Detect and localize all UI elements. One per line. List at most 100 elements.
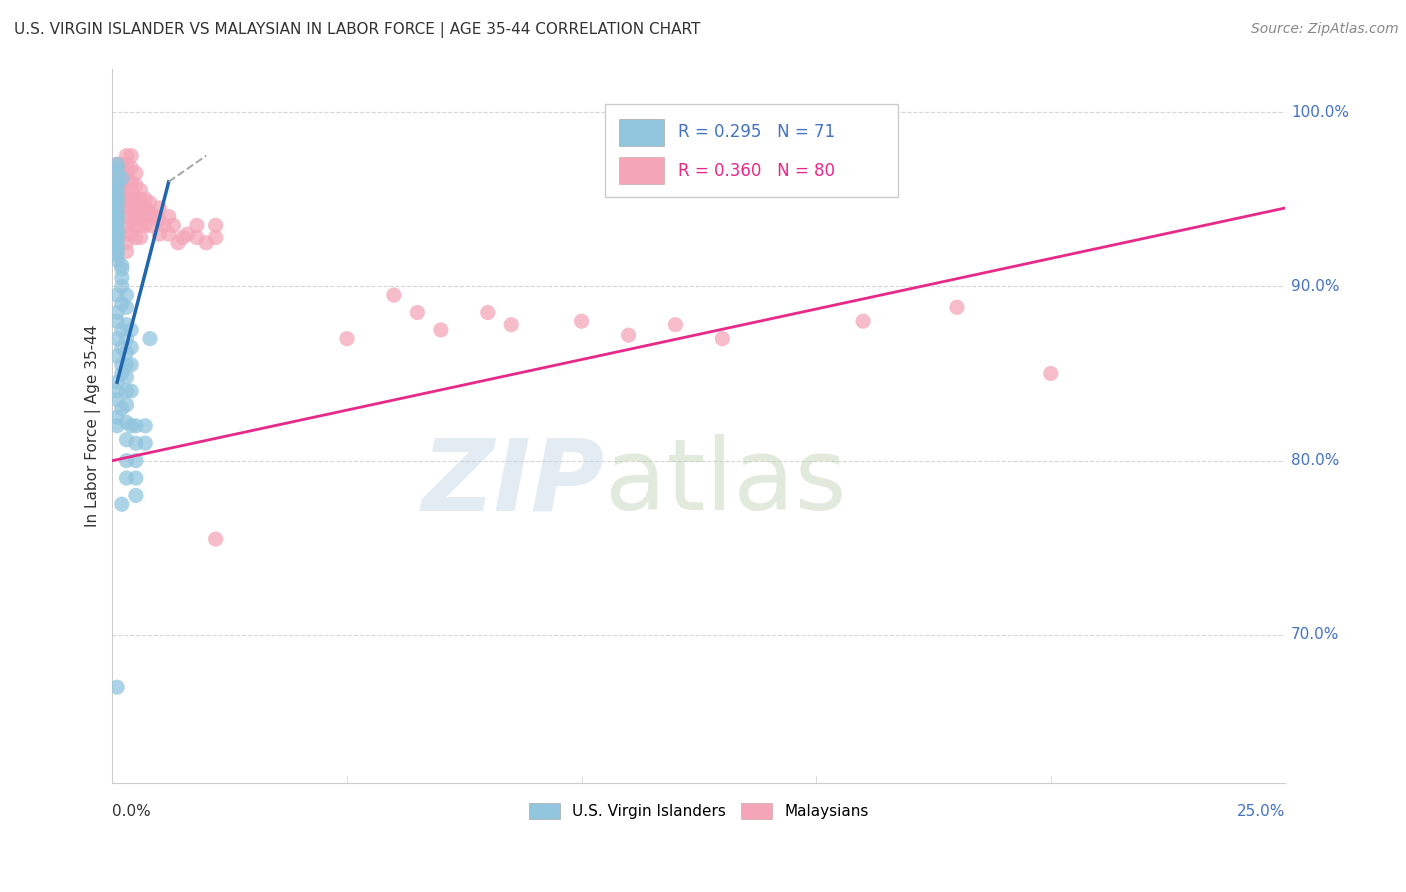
Point	[105, 248, 128, 262]
Point	[115, 244, 138, 259]
Point	[105, 375, 128, 389]
Point	[105, 213, 128, 227]
Point	[115, 157, 138, 171]
Point	[115, 453, 138, 467]
Text: R = 0.360   N = 80: R = 0.360 N = 80	[678, 161, 835, 179]
Point	[105, 253, 128, 268]
Point	[115, 201, 138, 215]
Point	[125, 201, 148, 215]
Point	[946, 300, 969, 314]
Point	[120, 213, 142, 227]
Point	[134, 201, 156, 215]
Point	[111, 192, 134, 206]
Point	[162, 219, 184, 233]
Text: 70.0%: 70.0%	[1291, 627, 1340, 642]
Point	[115, 184, 138, 198]
Point	[105, 210, 128, 224]
Point	[115, 149, 138, 163]
Point	[111, 166, 134, 180]
Point	[115, 300, 138, 314]
FancyBboxPatch shape	[605, 104, 898, 197]
Point	[111, 279, 134, 293]
Point	[105, 161, 128, 175]
Point	[129, 210, 152, 224]
Point	[157, 227, 180, 241]
Point	[148, 227, 170, 241]
Point	[115, 415, 138, 429]
Point	[105, 230, 128, 244]
Point	[120, 227, 142, 241]
Point	[115, 398, 138, 412]
Point	[120, 201, 142, 215]
Point	[105, 201, 128, 215]
Point	[105, 305, 128, 319]
Point	[129, 201, 152, 215]
Point	[115, 227, 138, 241]
Point	[111, 340, 134, 354]
Point	[125, 210, 148, 224]
Point	[115, 345, 138, 359]
Point	[143, 210, 166, 224]
Point	[153, 219, 176, 233]
Point	[120, 323, 142, 337]
Point	[105, 418, 128, 433]
Point	[115, 384, 138, 398]
Point	[120, 384, 142, 398]
Point	[105, 244, 128, 259]
Point	[120, 418, 142, 433]
Point	[125, 471, 148, 485]
Point	[406, 305, 429, 319]
Point	[204, 532, 226, 546]
Point	[125, 488, 148, 502]
Point	[176, 227, 198, 241]
Point	[172, 230, 194, 244]
Point	[501, 318, 523, 332]
Point	[120, 358, 142, 372]
Point	[120, 192, 142, 206]
Point	[125, 418, 148, 433]
Point	[125, 192, 148, 206]
Legend: U.S. Virgin Islanders, Malaysians: U.S. Virgin Islanders, Malaysians	[523, 797, 875, 825]
Point	[105, 241, 128, 255]
Point	[477, 305, 499, 319]
Point	[115, 235, 138, 250]
Point	[105, 392, 128, 407]
Point	[430, 323, 453, 337]
Point	[111, 401, 134, 416]
Point	[105, 227, 128, 241]
Point	[120, 161, 142, 175]
Text: 90.0%: 90.0%	[1291, 279, 1340, 293]
Point	[1039, 367, 1062, 381]
Point	[115, 192, 138, 206]
Point	[120, 175, 142, 189]
Point	[139, 219, 162, 233]
Point	[105, 188, 128, 202]
Point	[111, 201, 134, 215]
Point	[617, 328, 640, 343]
Point	[120, 149, 142, 163]
Point	[664, 318, 686, 332]
Text: 0.0%: 0.0%	[112, 804, 152, 819]
Point	[129, 184, 152, 198]
Text: 100.0%: 100.0%	[1291, 104, 1350, 120]
Point	[105, 184, 128, 198]
Point	[139, 195, 162, 210]
Point	[105, 224, 128, 238]
Text: Source: ZipAtlas.com: Source: ZipAtlas.com	[1251, 22, 1399, 37]
Point	[111, 297, 134, 311]
Point	[134, 436, 156, 450]
Point	[105, 195, 128, 210]
Point	[115, 358, 138, 372]
Point	[125, 453, 148, 467]
Point	[105, 184, 128, 198]
Point	[115, 166, 138, 180]
Point	[105, 166, 128, 180]
Point	[129, 219, 152, 233]
Point	[111, 367, 134, 381]
Point	[105, 219, 128, 233]
Point	[105, 332, 128, 346]
Point	[125, 219, 148, 233]
Text: atlas: atlas	[605, 434, 846, 532]
Point	[115, 175, 138, 189]
Bar	[619, 157, 664, 185]
